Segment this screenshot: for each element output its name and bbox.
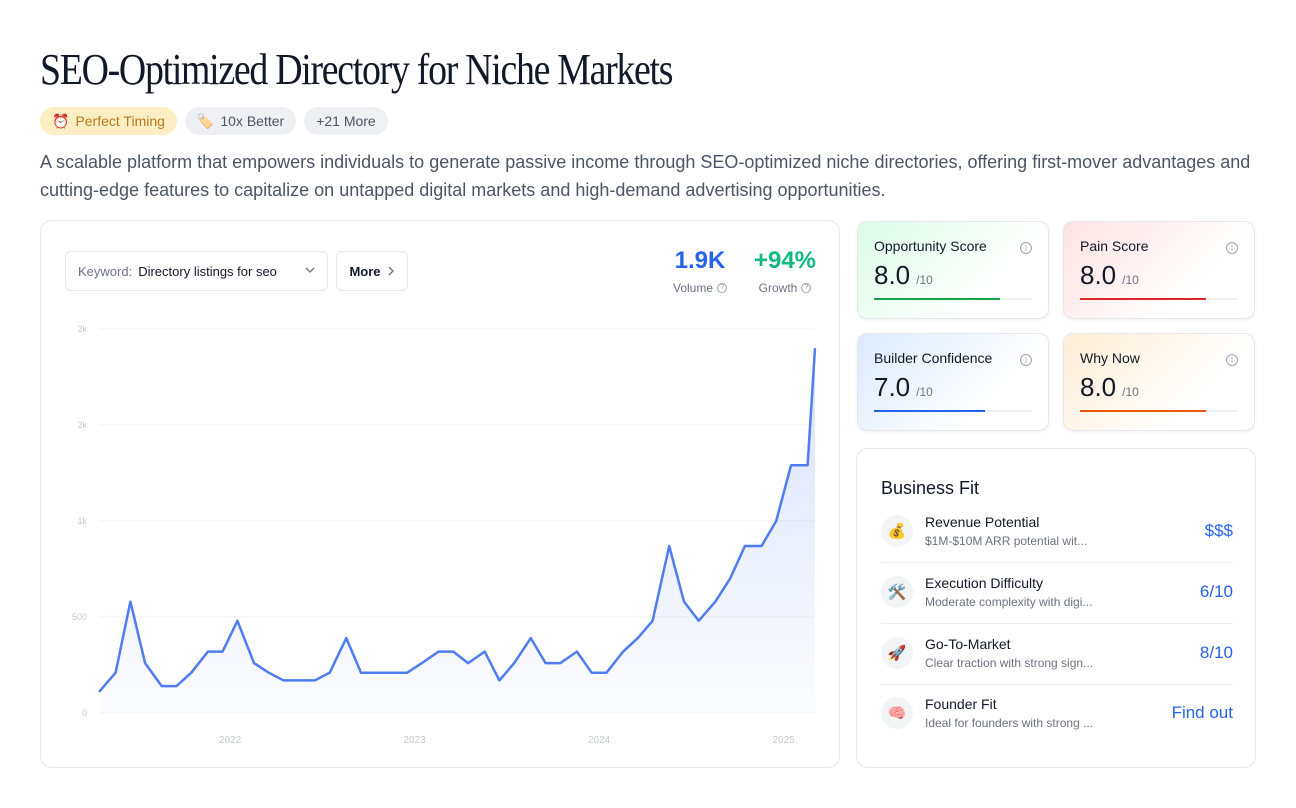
hammer-wrench-icon: 🛠️ [881,576,913,608]
more-button[interactable]: More [336,251,408,291]
score-bar-fill [1080,410,1207,412]
find-out-link[interactable]: Find out [1171,703,1233,722]
growth-value: +94% [753,247,817,274]
chevron-right-icon [387,264,395,279]
tag-icon: 🏷️ [196,113,215,129]
volume-label: Volume [672,281,714,295]
series-area [99,348,815,713]
score-bar-track [874,410,1032,412]
chevron-down-icon [305,265,315,278]
badge-row: ⏰ Perfect Timing 🏷️ 10x Better +21 More [40,107,388,135]
score-name: Builder Confidence [874,350,993,366]
x-tick-label: 2024 [588,735,611,746]
business-fit-row-go-to-market[interactable]: 🚀 Go-To-Market Clear traction with stron… [881,628,1233,678]
rocket-icon: 🚀 [881,637,913,669]
x-tick-label: 2022 [219,735,242,746]
score-bar-fill [874,410,985,412]
score-max: /10 [1122,385,1139,399]
badge-label: Perfect Timing [75,113,165,129]
row-title: Go-To-Market [925,636,1011,652]
alarm-clock-icon: ⏰ [52,113,70,129]
info-icon[interactable]: i [1226,354,1238,366]
growth-label: Growth [758,281,798,295]
info-icon[interactable]: i [1020,354,1032,366]
score-value: 7.0 [874,372,911,402]
score-bar-fill [1080,298,1207,300]
brain-icon: 🧠 [881,697,913,729]
score-bar-track [874,298,1032,300]
info-icon[interactable]: i [1020,242,1032,254]
divider [881,684,1233,685]
more-button-label: More [349,263,381,279]
row-value: $$$ [1204,521,1233,540]
row-subtitle: Clear traction with strong sign... [925,656,1094,670]
business-fit-row-revenue[interactable]: 💰 Revenue Potential $1M-$10M ARR potenti… [881,506,1233,556]
score-max: /10 [916,385,933,399]
y-tick-label: 0 [82,708,87,718]
score-name: Opportunity Score [874,238,987,254]
row-title: Revenue Potential [925,514,1040,530]
y-tick-label: 1k [77,516,87,526]
score-bar-fill [874,298,1001,300]
divider [881,623,1233,624]
business-fit-title: Business Fit [881,478,980,498]
business-fit-row-execution[interactable]: 🛠️ Execution Difficulty Moderate complex… [881,567,1233,617]
keyword-select[interactable]: Keyword: Directory listings for seo [65,251,328,291]
row-title: Founder Fit [925,696,997,712]
badge-label: 10x Better [220,113,285,129]
money-bag-icon: 💰 [881,515,913,547]
score-name: Pain Score [1080,238,1149,254]
growth-stat: +94% Growth? [751,247,819,295]
score-bar-track [1080,410,1238,412]
row-value: 6/10 [1199,582,1233,601]
y-tick-label: 2k [77,420,87,430]
trend-chart: 0 500 1k 2k 2k 2022 2023 2024 2025 [72,324,817,746]
help-icon[interactable]: ? [801,283,812,293]
score-value: 8.0 [1080,260,1117,290]
page-title: SEO-Optimized Directory for Niche Market… [40,45,674,94]
help-icon[interactable]: ? [717,283,728,293]
divider [881,562,1233,563]
badge-perfect-timing[interactable]: ⏰ Perfect Timing [40,107,177,135]
x-tick-label: 2025 [773,735,796,746]
score-card-builder-confidence[interactable]: Builder Confidence i 7.0/10 [857,333,1049,431]
series-line [98,348,817,693]
row-subtitle: Moderate complexity with digi... [925,595,1093,609]
row-subtitle: Ideal for founders with strong ... [925,716,1094,730]
x-tick-label: 2023 [403,735,426,746]
row-subtitle: $1M-$10M ARR potential wit... [925,534,1088,548]
score-card-opportunity[interactable]: Opportunity Score i 8.0/10 [857,221,1049,319]
business-fit-card: Business Fit 💰 Revenue Potential $1M-$10… [856,448,1256,768]
score-card-pain[interactable]: Pain Score i 8.0/10 [1063,221,1255,319]
row-value: 8/10 [1199,643,1233,662]
volume-stat: 1.9K Volume? [671,247,729,295]
keyword-label: Keyword: [78,263,133,279]
badge-label: +21 More [316,113,376,129]
y-tick-label: 500 [72,612,87,622]
score-bar-track [1080,298,1238,300]
score-max: /10 [916,273,933,287]
business-fit-row-founder-fit[interactable]: 🧠 Founder Fit Ideal for founders with st… [881,688,1233,738]
score-name: Why Now [1080,350,1140,366]
page-description: A scalable platform that empowers indivi… [40,152,1251,200]
score-card-why-now[interactable]: Why Now i 8.0/10 [1063,333,1255,431]
score-value: 8.0 [1080,372,1117,402]
score-max: /10 [1122,273,1139,287]
y-tick-label: 2k [77,324,87,334]
badge-more[interactable]: +21 More [304,107,388,135]
score-value: 8.0 [874,260,911,290]
row-title: Execution Difficulty [925,575,1044,591]
trend-chart-card: Keyword: Directory listings for seo More… [40,220,840,768]
badge-10x-better[interactable]: 🏷️ 10x Better [184,107,297,135]
info-icon[interactable]: i [1226,242,1238,254]
keyword-value: Directory listings for seo [138,263,277,279]
volume-value: 1.9K [674,247,726,274]
